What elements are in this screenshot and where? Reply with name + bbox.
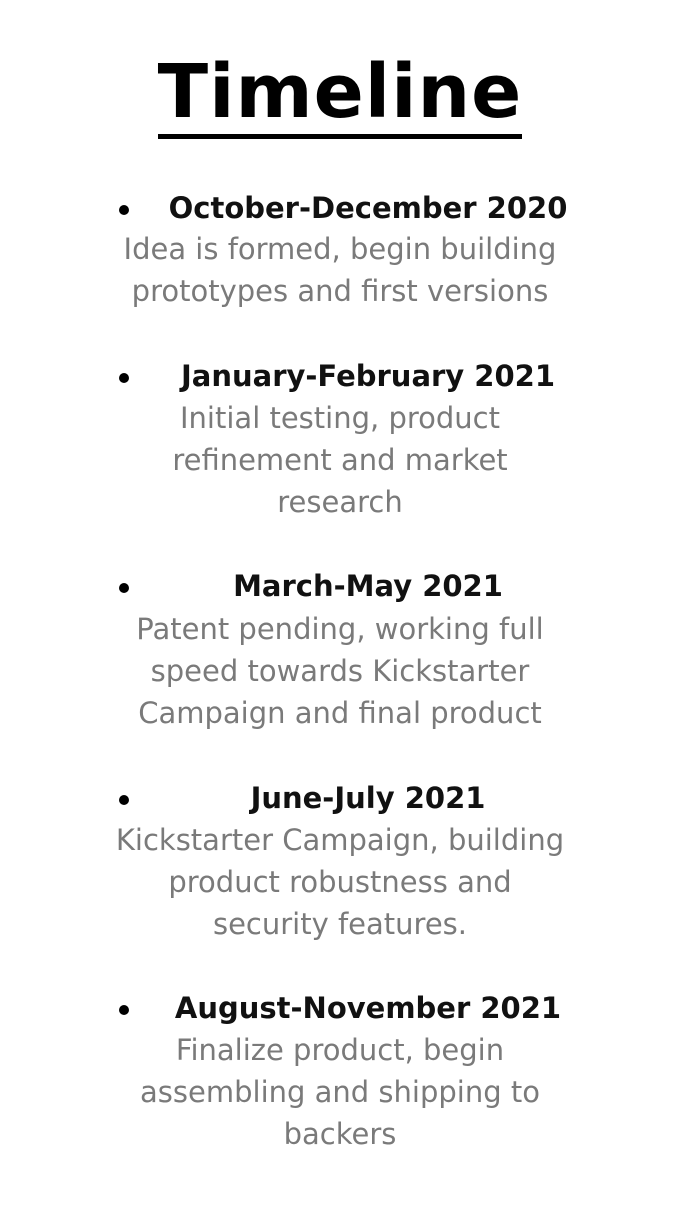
description-line: prototypes and first versions — [131, 274, 549, 308]
description-line: security features. — [212, 907, 468, 941]
timeline-description: Idea is formed, begin building prototype… — [80, 228, 600, 312]
page-title: Timeline — [0, 44, 680, 140]
description-line: backers — [283, 1117, 397, 1151]
bullet-icon — [119, 795, 129, 805]
timeline-period: August-November 2021 — [174, 991, 562, 1025]
description-line: speed towards Kickstarter — [150, 654, 530, 688]
description-line: assembling and shipping to — [140, 1075, 540, 1109]
timeline-period: March-May 2021 — [233, 569, 503, 603]
description-line: Initial testing, product — [180, 401, 500, 435]
bullet-icon — [119, 373, 129, 383]
description-line: product robustness and — [168, 865, 512, 899]
description-line: Finalize product, begin — [175, 1033, 505, 1067]
timeline-description: Finalize product, begin assembling and s… — [80, 1029, 600, 1155]
timeline-period: October-December 2020 — [168, 191, 568, 225]
bullet-icon — [119, 205, 129, 215]
timeline-period: June-July 2021 — [250, 781, 486, 815]
page-title-text: Timeline — [157, 50, 523, 139]
description-line: refinement and market — [172, 443, 508, 477]
description-line: Patent pending, working full — [136, 612, 544, 646]
bullet-icon — [119, 583, 129, 593]
timeline-description: Patent pending, working full speed towar… — [80, 608, 600, 734]
description-line: Idea is formed, begin building — [123, 232, 557, 266]
timeline-description: Initial testing, product refinement and … — [80, 397, 600, 523]
description-line: Campaign and final product — [138, 696, 542, 730]
description-line: research — [277, 485, 403, 519]
timeline-period: January-February 2021 — [180, 359, 556, 393]
bullet-icon — [119, 1005, 129, 1015]
timeline-description: Kickstarter Campaign, building product r… — [80, 819, 600, 945]
description-line: Kickstarter Campaign, building — [115, 823, 565, 857]
